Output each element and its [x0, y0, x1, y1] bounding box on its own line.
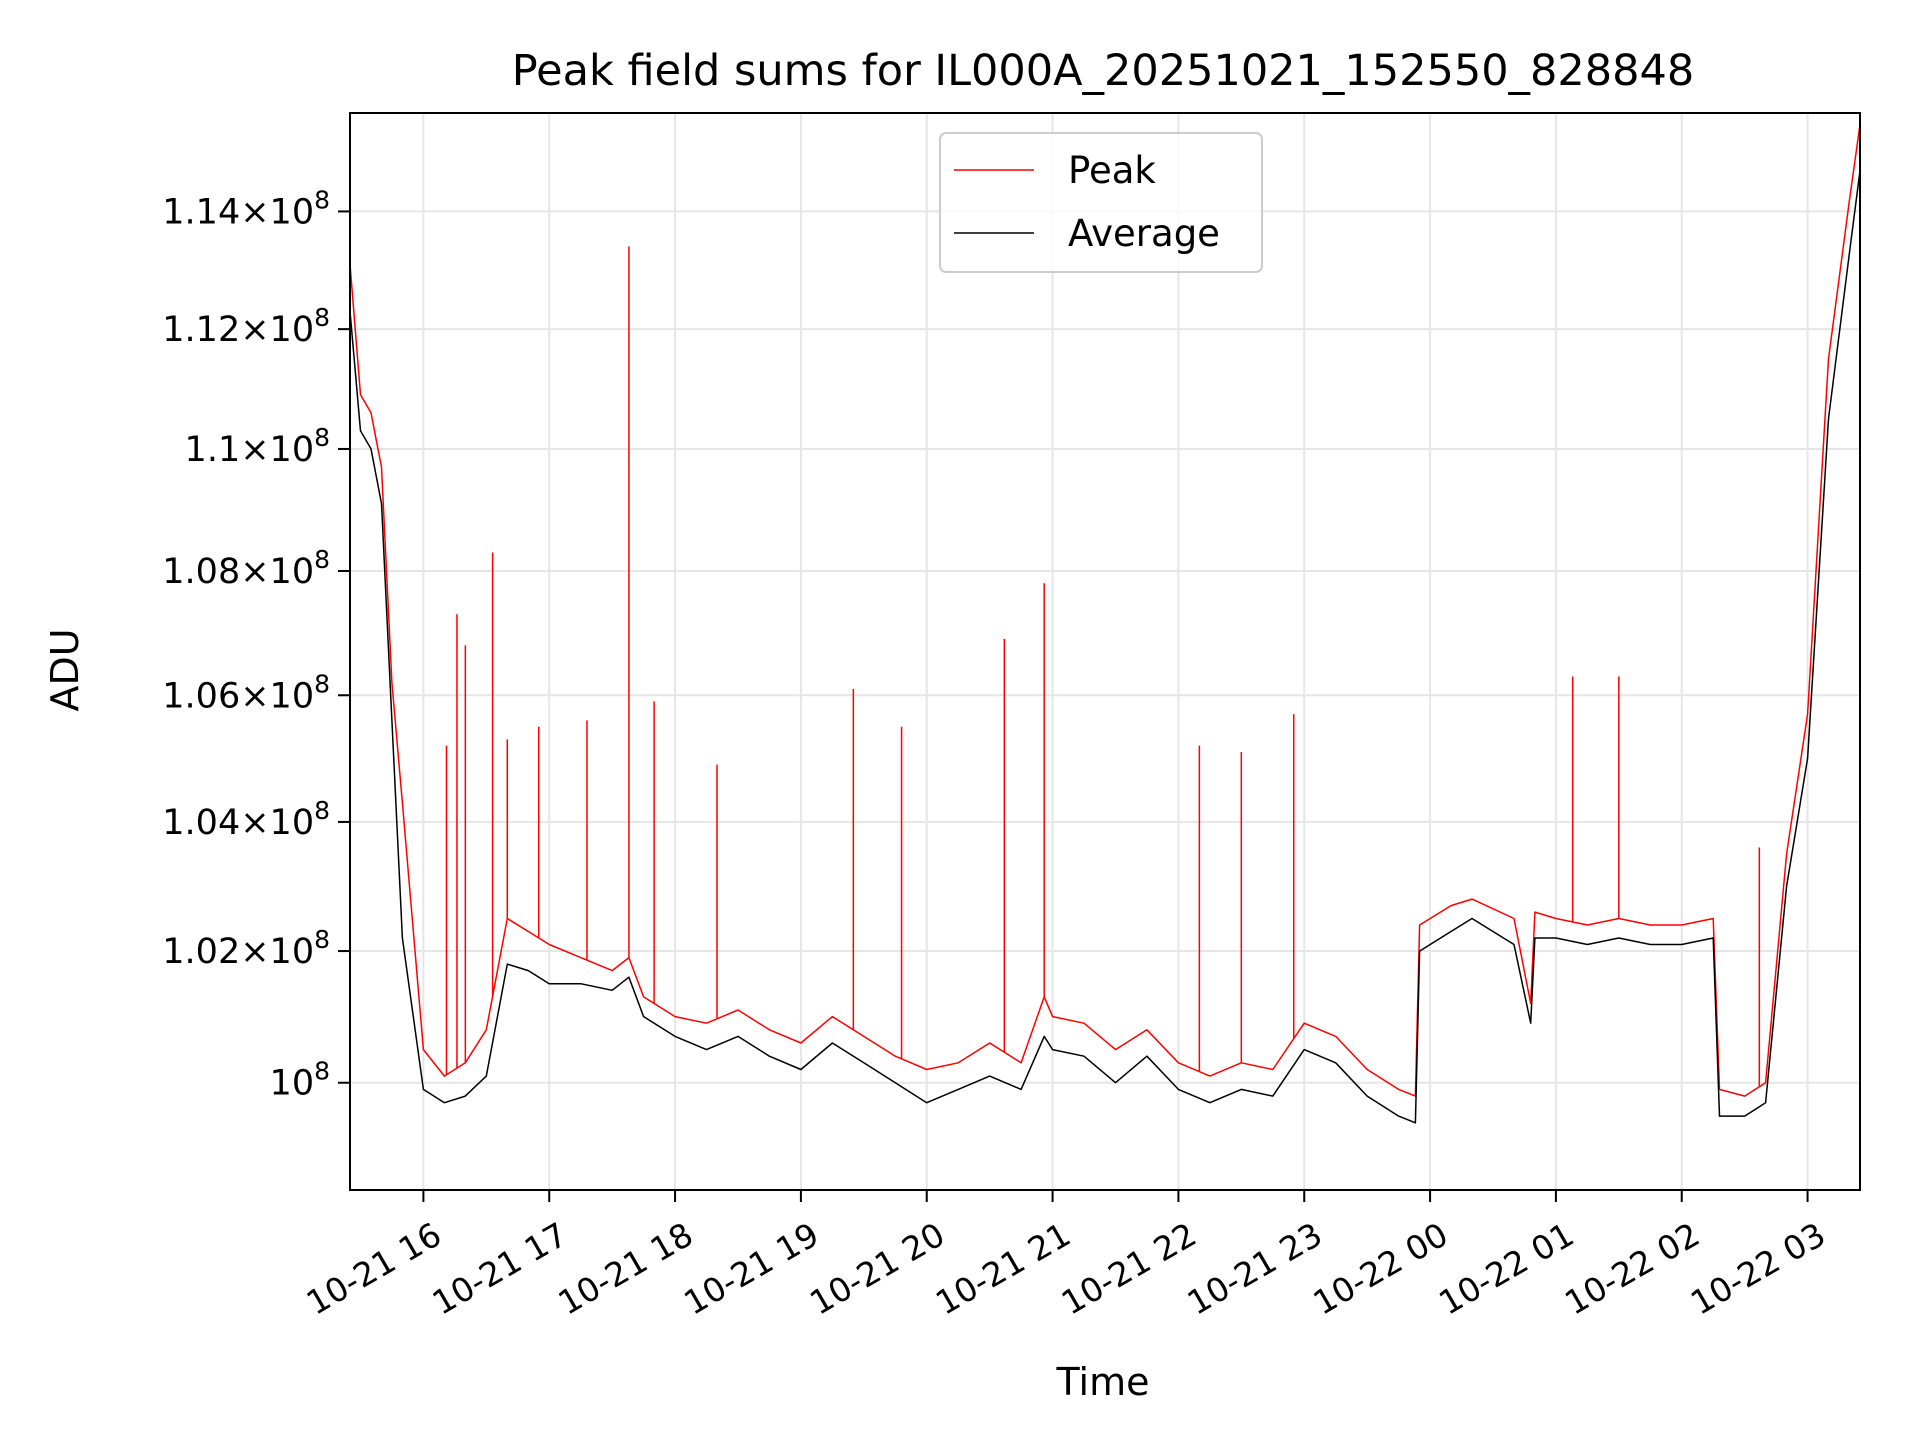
y-tick-exponent: 8 [314, 185, 330, 214]
chart-title: Peak field sums for IL000A_20251021_1525… [512, 46, 1694, 96]
x-tick-label: 10-22 02 [1558, 1215, 1706, 1323]
y-tick-base: 10 [270, 310, 315, 350]
plot-area [350, 124, 1860, 1124]
y-tick-base: 10 [270, 803, 315, 843]
legend-label-peak: Peak [1068, 149, 1156, 192]
x-axis-label: Time [1056, 1360, 1150, 1404]
y-tick-mantissa: 1.08× [162, 552, 269, 592]
y-tick-base: 10 [270, 430, 315, 470]
y-tick-exponent: 8 [314, 545, 330, 574]
series-line-average [350, 170, 1860, 1124]
y-axis-label: ADU [43, 628, 87, 711]
y-tick-exponent: 8 [314, 669, 330, 698]
x-tick-label: 10-22 03 [1684, 1215, 1832, 1323]
y-tick-exponent: 8 [314, 423, 330, 452]
y-tick-label: 1.06×108 [162, 669, 330, 716]
x-tick-label: 10-21 22 [1055, 1215, 1203, 1323]
series-group [350, 124, 1860, 1124]
series-line-peak [350, 124, 1860, 1097]
y-tick-label: 1.08×108 [162, 545, 330, 592]
grid [350, 113, 1860, 1190]
y-tick-label: 1.02×108 [162, 925, 330, 972]
y-tick-exponent: 8 [314, 1057, 330, 1086]
x-tick-label: 10-21 21 [929, 1215, 1077, 1323]
y-tick-base: 10 [270, 676, 315, 716]
y-tick-base: 10 [270, 1064, 315, 1104]
y-tick-label: 108 [270, 1057, 330, 1104]
y-tick-base: 10 [270, 932, 315, 972]
plot-frame [349, 112, 1861, 1191]
y-tick-exponent: 8 [314, 925, 330, 954]
legend: Peak Average [939, 132, 1263, 273]
y-tick-label: 1.04×108 [162, 796, 330, 843]
x-tick-label: 10-21 19 [677, 1215, 825, 1323]
x-tick-label: 10-21 23 [1181, 1215, 1329, 1323]
x-tick-label: 10-21 16 [300, 1215, 448, 1323]
x-tick-label: 10-22 01 [1432, 1215, 1580, 1323]
y-tick-label: 1.14×108 [162, 185, 330, 232]
legend-box [939, 132, 1263, 273]
y-tick-exponent: 8 [314, 303, 330, 332]
y-tick-base: 10 [270, 192, 315, 232]
y-tick-mantissa: 1.02× [162, 932, 269, 972]
y-tick-label: 1.12×108 [162, 303, 330, 350]
y-tick-mantissa: 1.04× [162, 803, 269, 843]
x-tick-label: 10-21 18 [551, 1215, 699, 1323]
y-axis-ticks: 1081.02×1081.04×1081.06×1081.08×1081.1×1… [162, 185, 350, 1104]
x-tick-label: 10-21 17 [426, 1215, 574, 1323]
legend-label-average: Average [1068, 212, 1220, 255]
x-tick-label: 10-21 20 [803, 1215, 951, 1323]
y-tick-base: 10 [270, 552, 315, 592]
y-tick-mantissa: 1.14× [162, 192, 269, 232]
y-tick-mantissa: 1.12× [162, 310, 269, 350]
x-tick-label: 10-22 00 [1306, 1215, 1454, 1323]
y-tick-exponent: 8 [314, 796, 330, 825]
y-tick-mantissa: 1.1× [185, 430, 270, 470]
y-tick-label: 1.1×108 [185, 423, 330, 470]
y-tick-mantissa: 1.06× [162, 676, 269, 716]
